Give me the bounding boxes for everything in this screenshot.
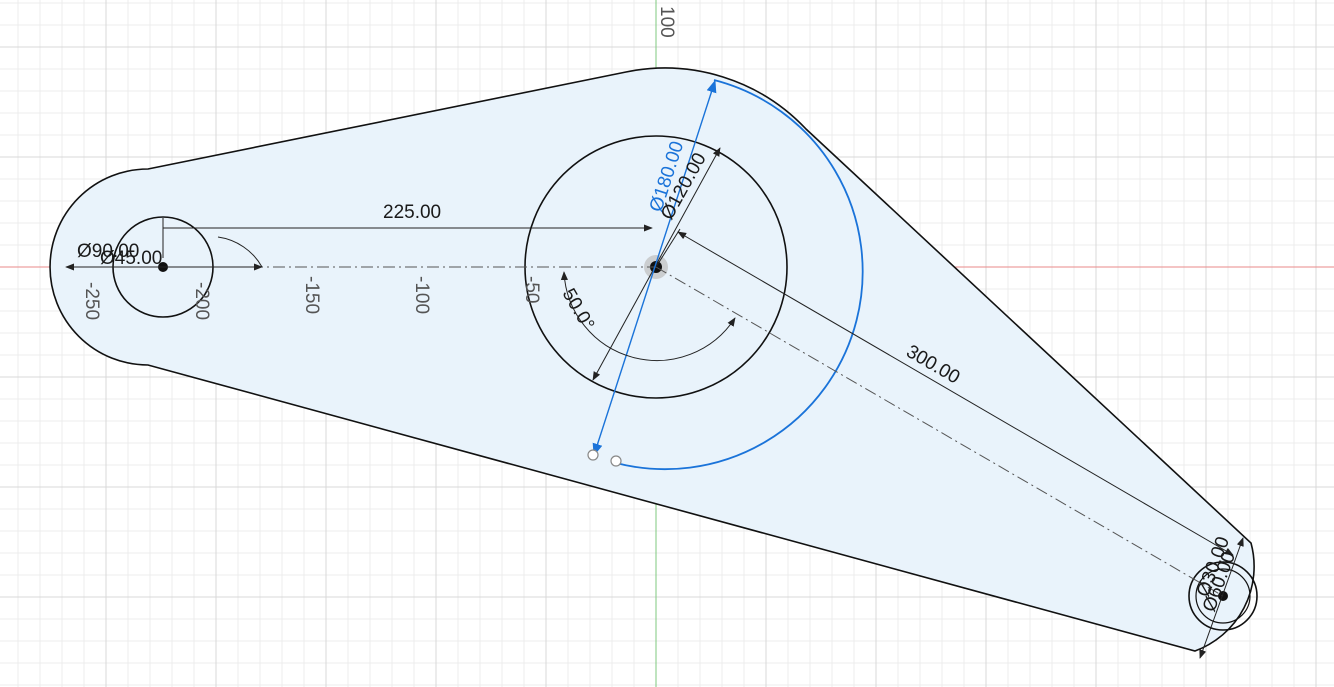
endpoint-handle-1[interactable] <box>587 449 599 461</box>
dim-300-line <box>677 231 1234 556</box>
x-axis-label: -250 <box>81 282 102 320</box>
x-axis-label: -200 <box>191 282 212 320</box>
y-axis-label: 100 <box>656 6 677 38</box>
dim-left-inner-text[interactable]: Ø45.00 <box>100 248 162 269</box>
dim-outer-dia-line <box>592 79 717 457</box>
dim-left-outer-text[interactable]: Ø90.00 <box>77 241 139 262</box>
x-axis-label: -50 <box>521 276 542 303</box>
dim-angle-arc <box>560 271 736 362</box>
dim-right-dia-line <box>1199 537 1244 659</box>
left-dimension-arc <box>217 236 263 268</box>
x-axis-label: -100 <box>411 276 432 314</box>
endpoint-handle-2[interactable] <box>610 455 622 467</box>
dim-225-text[interactable]: 225.00 <box>383 202 441 223</box>
x-axis-label: -150 <box>301 276 322 314</box>
